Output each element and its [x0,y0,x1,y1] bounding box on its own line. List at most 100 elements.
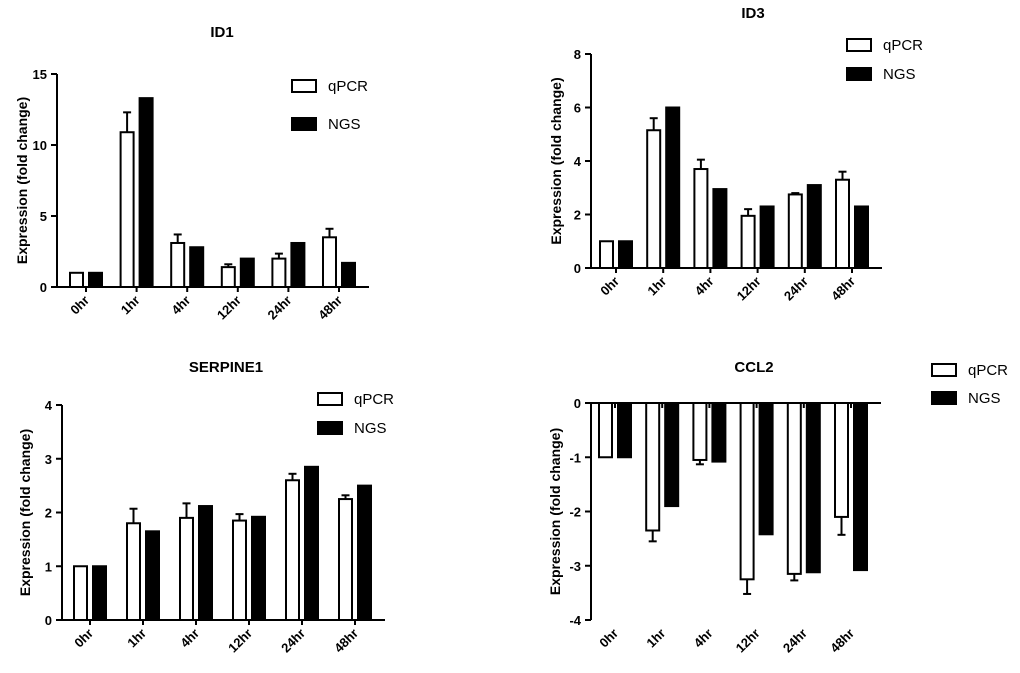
chart-panel-ccl2: CCL2 Expression (fold change) 0 -1 -2 -3 -4 0hr… [547,359,1008,656]
legend-label-qpcr: qPCR [354,391,394,408]
bar-qpcr-24hr [786,402,802,575]
bar-qpcr-1hr [126,522,141,621]
bar-ngs-4hr [712,188,728,269]
x-tick-label: 4hr [168,293,193,318]
legend-label-qpcr: qPCR [328,78,368,95]
x-tick-label: 24hr [781,274,811,304]
bar-qpcr-48hr [338,498,353,621]
legend-label-qpcr: qPCR [883,37,923,54]
chart-panel-id3: ID3 Expression (fold change) 0 2 4 6 8 0hr 1hr 4h… [548,5,923,304]
bar-qpcr-0hr [598,402,613,459]
y-tick-label: 3 [45,452,52,467]
y-tick-label: 10 [33,138,47,153]
y-tick-label: -4 [569,613,581,628]
y-tick-label: 2 [45,506,52,521]
bar-qpcr-1hr [645,402,661,532]
bar-ngs-12hr [759,205,775,270]
bar-ngs-48hr [853,402,868,572]
y-tick-label: -2 [569,505,581,520]
legend-label-ngs: NGS [328,116,361,133]
y-tick-label: 8 [574,47,581,62]
x-tick-label: 0hr [71,626,96,651]
legend-swatch-ngs [931,391,957,405]
bar-ngs-4hr [189,246,205,289]
x-tick-label: 12hr [733,626,763,656]
y-tick-label: 2 [574,208,581,223]
bar-qpcr-4hr [170,241,186,288]
chart-panel-id1: ID1 Expression (fold change) 0 5 10 15 0hr 1hr 4… [14,24,369,323]
bar-qpcr-12hr [739,402,755,581]
x-tick-label: 48hr [315,293,345,323]
y-tick-label: 0 [574,261,581,276]
bar-qpcr-4hr [179,516,194,621]
bar-ngs-0hr [92,565,107,621]
chart-title: CCL2 [734,359,773,376]
bar-qpcr-0hr [69,271,84,288]
bar-qpcr-1hr [646,129,662,269]
bar-qpcr-48hr [835,178,850,270]
bar-ngs-24hr [805,402,821,574]
y-tick-label: 5 [40,209,47,224]
bar-qpcr-4hr [692,402,708,461]
bar-qpcr-0hr [73,565,88,621]
legend-label-ngs: NGS [968,390,1001,407]
bar-ngs-4hr [198,505,213,621]
x-tick-label: 0hr [596,626,621,651]
x-tick-label: 48hr [331,626,361,656]
bar-ngs-24hr [304,465,319,621]
bar-ngs-48hr [357,484,372,621]
x-tick-label: 4hr [177,626,202,651]
bar-ngs-24hr [290,241,306,288]
chart-title: SERPINE1 [189,359,263,376]
legend-swatch-ngs [317,421,343,435]
bar-ngs-1hr [665,106,681,269]
bar-ngs-48hr [341,261,356,288]
x-tick-label: 24hr [278,626,308,656]
y-tick-label: 4 [574,154,582,169]
y-axis-label: Expression (fold change) [14,97,30,264]
x-tick-label: 12hr [214,293,244,323]
bar-qpcr-4hr [693,168,709,269]
y-tick-label: 6 [574,101,581,116]
bar-qpcr-12hr [220,266,236,288]
y-axis-label: Expression (fold change) [547,428,563,595]
bar-ngs-12hr [239,257,255,289]
chart-panel-serpine1: SERPINE1 Expression (fold change) 0 1 2 3 4 0hr… [17,359,394,656]
bar-qpcr-48hr [834,402,849,518]
x-tick-label: 4hr [691,626,716,651]
x-tick-label: 1hr [643,626,668,651]
chart-title: ID3 [741,5,764,22]
legend-label-qpcr: qPCR [968,362,1008,379]
bar-qpcr-12hr [232,519,247,621]
y-tick-label: 4 [45,398,53,413]
x-tick-label: 48hr [827,626,857,656]
bar-ngs-0hr [617,402,632,459]
legend-label-ngs: NGS [354,420,387,437]
x-tick-label: 24hr [780,626,810,656]
x-tick-label: 0hr [597,274,622,299]
y-axis-label: Expression (fold change) [17,429,33,596]
bar-qpcr-1hr [119,131,135,288]
x-tick-label: 12hr [734,274,764,304]
y-tick-label: 1 [45,559,52,574]
bar-ngs-12hr [251,515,266,621]
y-tick-label: 0 [574,396,581,411]
bar-qpcr-24hr [787,193,803,269]
x-tick-label: 4hr [692,274,717,299]
bar-ngs-0hr [618,240,633,269]
bar-ngs-1hr [664,402,680,508]
x-tick-label: 1hr [118,293,143,318]
bar-ngs-1hr [138,97,154,288]
legend-swatch-qpcr [291,79,317,93]
bar-qpcr-12hr [740,214,756,269]
legend-swatch-qpcr [317,392,343,406]
bar-qpcr-24hr [271,257,287,289]
chart-title: ID1 [210,24,233,41]
x-tick-label: 48hr [828,274,858,304]
legend-swatch-qpcr [846,38,872,52]
bar-qpcr-24hr [285,479,300,621]
bar-qpcr-0hr [599,240,614,269]
x-tick-label: 1hr [124,626,149,651]
bar-ngs-12hr [758,402,774,536]
